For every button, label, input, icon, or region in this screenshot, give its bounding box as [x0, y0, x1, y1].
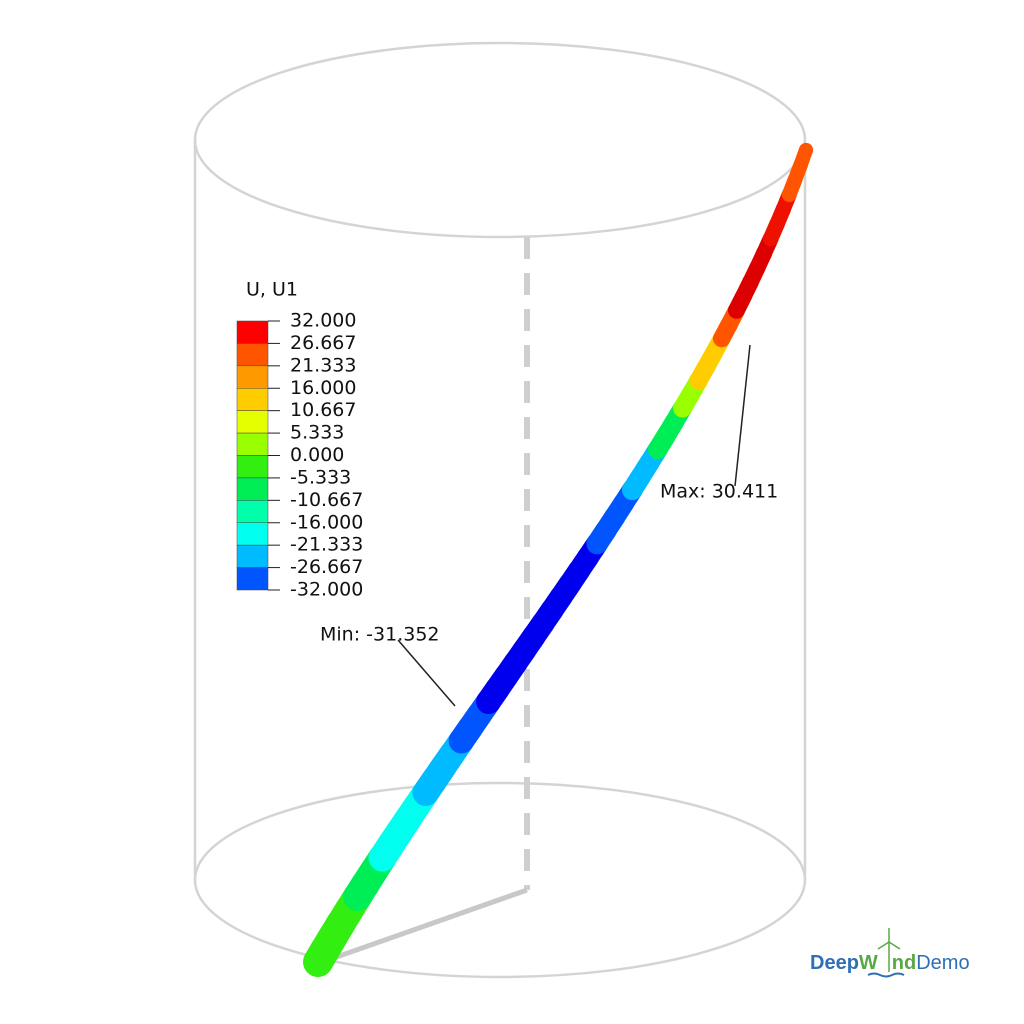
legend-band — [236, 320, 269, 344]
beam-segment — [793, 142, 814, 173]
logo-part: Demo — [916, 952, 969, 974]
turbine-icon — [877, 928, 901, 972]
legend-label: -5.333 — [290, 466, 351, 488]
legend-label: -32.000 — [290, 579, 363, 601]
legend-band — [236, 500, 269, 524]
legend-band — [236, 410, 269, 434]
legend-band — [236, 522, 269, 546]
legend-label: 26.667 — [290, 332, 356, 354]
legend-label: -16.000 — [290, 511, 363, 533]
logo-text: DeepW ndDemo — [810, 952, 970, 974]
logo: DeepW ndDemo — [810, 928, 970, 978]
legend-band — [236, 544, 269, 568]
legend-band — [236, 365, 269, 389]
legend-title: U, U1 — [246, 279, 298, 301]
min-leader — [397, 639, 456, 707]
legend-label: -21.333 — [290, 534, 363, 556]
logo-part: nd — [892, 952, 916, 974]
cylinder — [193, 41, 807, 979]
cylinder-bottom — [193, 781, 807, 979]
radius-line — [327, 887, 528, 963]
legend-label: 10.667 — [290, 399, 356, 421]
legend-label: 5.333 — [290, 422, 344, 444]
wave-icon — [867, 972, 905, 978]
legend-band — [236, 455, 269, 479]
min-label: Min: -31.352 — [320, 624, 440, 646]
legend-band — [236, 567, 269, 591]
legend-label: -26.667 — [290, 556, 363, 578]
deformed-beam — [303, 142, 814, 977]
legend-label: 0.000 — [290, 444, 344, 466]
legend-label: 21.333 — [290, 354, 356, 376]
legend-band — [236, 388, 269, 411]
logo-part: Deep — [810, 952, 859, 974]
legend-label: 32.000 — [290, 310, 356, 332]
legend-band — [236, 343, 269, 367]
legend-band — [236, 477, 269, 501]
cylinder-top — [193, 41, 807, 239]
logo-part: W — [859, 952, 878, 974]
legend-label: -10.667 — [290, 489, 363, 511]
legend-band — [236, 432, 269, 456]
max-leader — [734, 344, 751, 487]
max-label: Max: 30.411 — [660, 481, 778, 503]
legend-label: 16.000 — [290, 377, 356, 399]
legend: 32.00026.66721.33316.00010.6675.3330.000… — [236, 310, 363, 601]
